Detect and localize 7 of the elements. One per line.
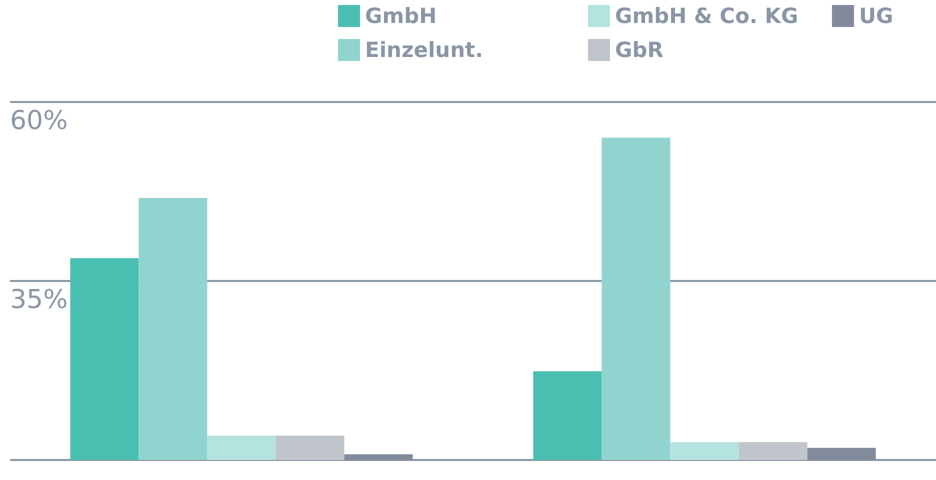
legend-label: GmbH & Co. KG bbox=[615, 4, 798, 28]
y-tick-label: 35% bbox=[10, 285, 68, 315]
y-tick-label: 60% bbox=[10, 106, 68, 136]
legend-label: GbR bbox=[615, 38, 664, 62]
legend-label: Einzelunt. bbox=[365, 38, 484, 62]
legend-label: UG bbox=[859, 4, 894, 28]
legend-label: GmbH bbox=[365, 4, 437, 28]
